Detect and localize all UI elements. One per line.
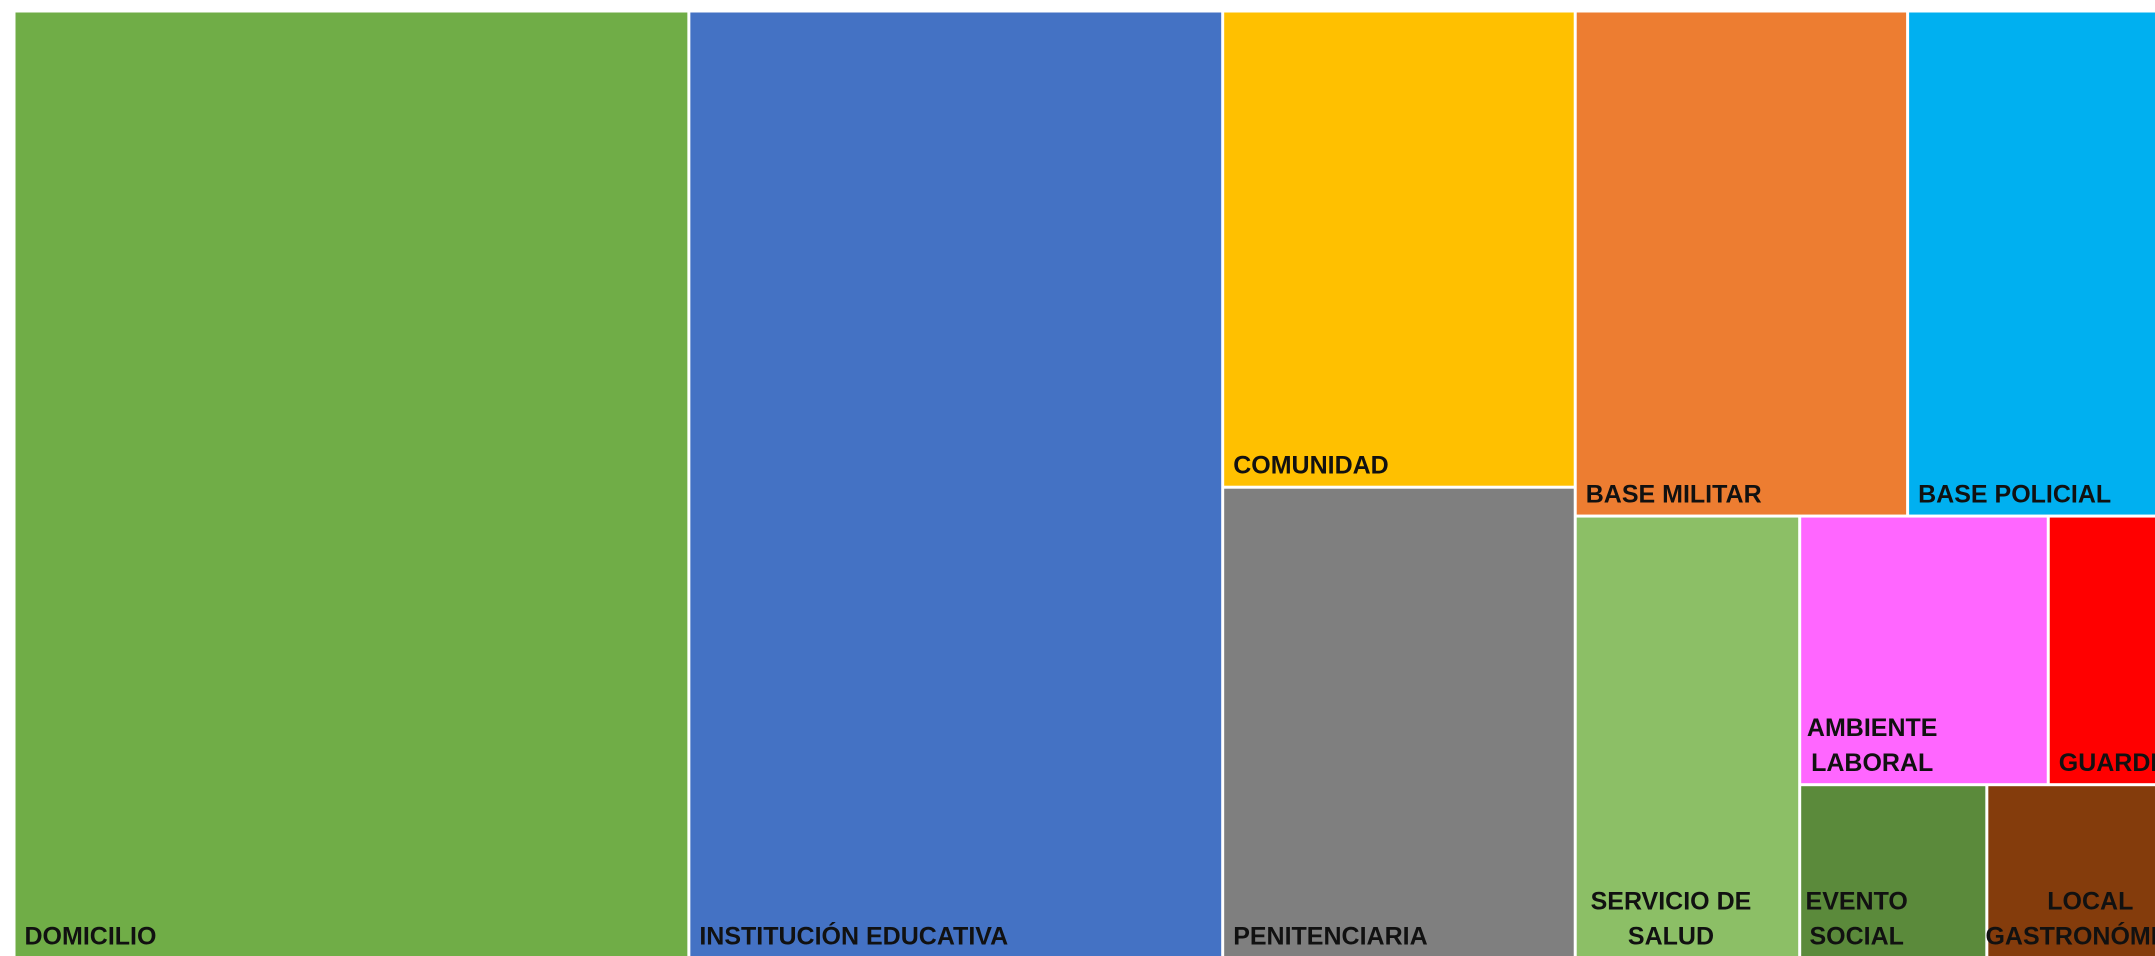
tile-label: EVENTO SOCIAL: [1806, 888, 1908, 951]
tile-label: SERVICIO DE SALUD: [1591, 888, 1752, 951]
tile-label: COMUNIDAD: [1233, 452, 1389, 480]
treemap-tile: [15, 12, 688, 956]
treemap-tile: [1988, 786, 2155, 956]
treemap-tile: [2049, 517, 2155, 784]
tile-label: BASE MILITAR: [1586, 481, 1762, 509]
tile-label: INSTITUCIÓN EDUCATIVA: [699, 921, 1008, 951]
treemap-tile: [690, 12, 1222, 956]
treemap-tile: [1576, 12, 1907, 515]
tile-label: PENITENCIARIA: [1233, 923, 1427, 951]
treemap-tile: [1801, 786, 1986, 956]
treemap-tile: [1909, 12, 2155, 515]
tile-label: BASE POLICIAL: [1918, 481, 2111, 509]
tile-label: GUARDERIA: [2059, 749, 2155, 777]
tile-label: DOMICILIO: [25, 923, 157, 951]
treemap-tile: [1224, 488, 1574, 956]
treemap-tile: [1801, 517, 2047, 784]
treemap-tile: [1224, 12, 1574, 486]
tile-label: AMBIENTE LABORAL: [1807, 714, 1938, 777]
tile-label: LOCALGASTRONÓMICO: [1985, 888, 2155, 951]
treemap-tile: [1576, 517, 1799, 956]
